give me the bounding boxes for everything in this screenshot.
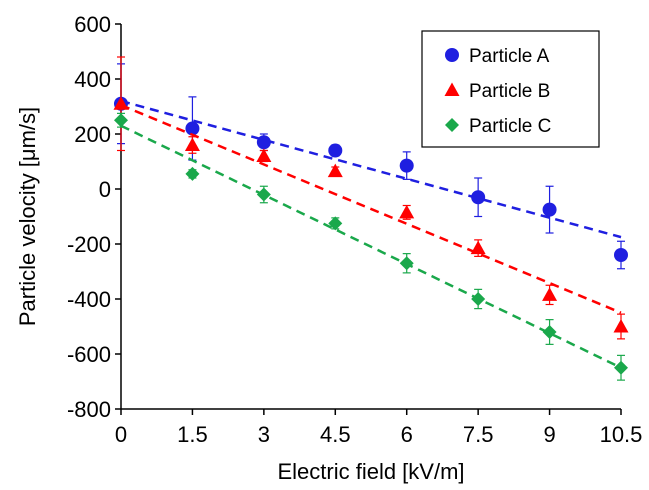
y-tick-label: 400	[74, 67, 111, 92]
particle-a-point	[256, 135, 271, 150]
particle-c-point	[399, 256, 414, 271]
y-axis-title: Particle velocity [μm/s]	[15, 107, 40, 326]
particle-c-point	[471, 292, 486, 306]
particle-b-point	[470, 240, 486, 255]
particle-c-point	[614, 360, 628, 375]
particle-a-point	[185, 121, 200, 136]
x-tick-label: 6	[401, 422, 413, 447]
x-tick-label: 7.5	[463, 422, 494, 447]
y-tick-label: -800	[67, 397, 111, 422]
x-tick-label: 0	[115, 422, 127, 447]
particle-c-trend-line	[120, 124, 622, 369]
x-tick-label: 10.5	[600, 422, 643, 447]
particle-b-point	[256, 148, 272, 162]
y-tick-label: -400	[67, 287, 111, 312]
y-tick-label: 0	[99, 177, 111, 202]
particle-a-point	[399, 158, 414, 173]
x-tick-label: 1.5	[177, 422, 208, 447]
legend-particle-b-marker	[444, 82, 460, 96]
particle-a-point	[328, 143, 343, 158]
particle-b-point	[613, 319, 629, 333]
y-tick-label: -200	[67, 232, 111, 257]
particle-c-point	[328, 216, 343, 231]
particle-c-point	[256, 187, 271, 202]
x-tick-label: 4.5	[320, 422, 351, 447]
legend-particle-b-label: Particle B	[469, 81, 550, 102]
x-axis-title: Electric field [kV/m]	[277, 459, 464, 484]
particle-c-point	[114, 113, 128, 128]
particle-b-point	[399, 204, 415, 219]
particle-a-point	[614, 248, 628, 262]
y-tick-label: 200	[74, 122, 111, 147]
particle-a-point	[542, 202, 557, 217]
legend-particle-a-marker	[445, 48, 459, 62]
particle-c-point	[542, 325, 557, 339]
particle-b-point	[327, 163, 343, 178]
particle-b-point	[113, 96, 129, 110]
particle-b-point	[184, 137, 200, 151]
legend-particle-c-label: Particle C	[469, 116, 551, 137]
y-tick-label: 600	[74, 12, 111, 37]
particle-a-trend-line	[120, 99, 622, 239]
y-tick-label: -600	[67, 342, 111, 367]
particle-c-point	[185, 166, 200, 181]
x-tick-label: 9	[543, 422, 555, 447]
particle-a-point	[471, 190, 486, 205]
x-tick-label: 3	[258, 422, 270, 447]
particle-b-trend-line	[120, 103, 622, 314]
legend-particle-c-marker	[445, 118, 459, 132]
particle-b-point	[542, 287, 558, 301]
legend-particle-a-label: Particle A	[469, 46, 550, 67]
